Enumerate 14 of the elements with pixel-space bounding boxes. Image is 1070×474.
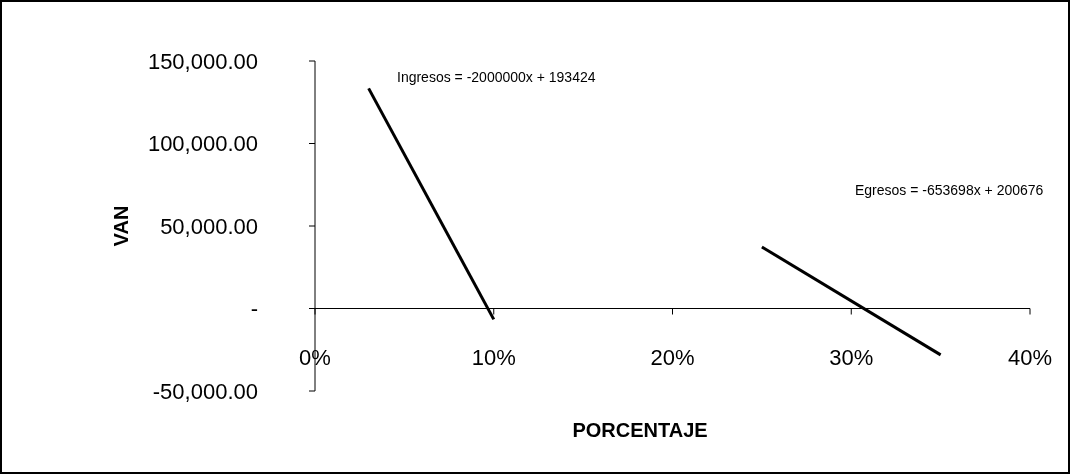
x-tick-label: 40%	[1007, 344, 1053, 370]
x-tick-label: 20%	[650, 344, 695, 370]
x-tick-label: 0%	[299, 344, 331, 370]
annotation: Ingresos = -2000000x + 193424	[397, 68, 596, 85]
y-tick-label: -	[250, 296, 258, 322]
y-tick-label: 150,000.00	[147, 48, 258, 74]
x-axis-title: PORCENTAJE	[572, 419, 708, 441]
y-tick-label: -50,000.00	[152, 378, 258, 404]
y-tick-label: 50,000.00	[160, 213, 258, 239]
annotation: Egresos = -653698x + 200676	[855, 181, 1044, 198]
x-tick-label: 10%	[471, 344, 516, 370]
y-tick-label: 100,000.00	[147, 131, 258, 157]
y-axis-title: VAN	[110, 205, 132, 247]
x-tick-label: 30%	[829, 344, 874, 370]
